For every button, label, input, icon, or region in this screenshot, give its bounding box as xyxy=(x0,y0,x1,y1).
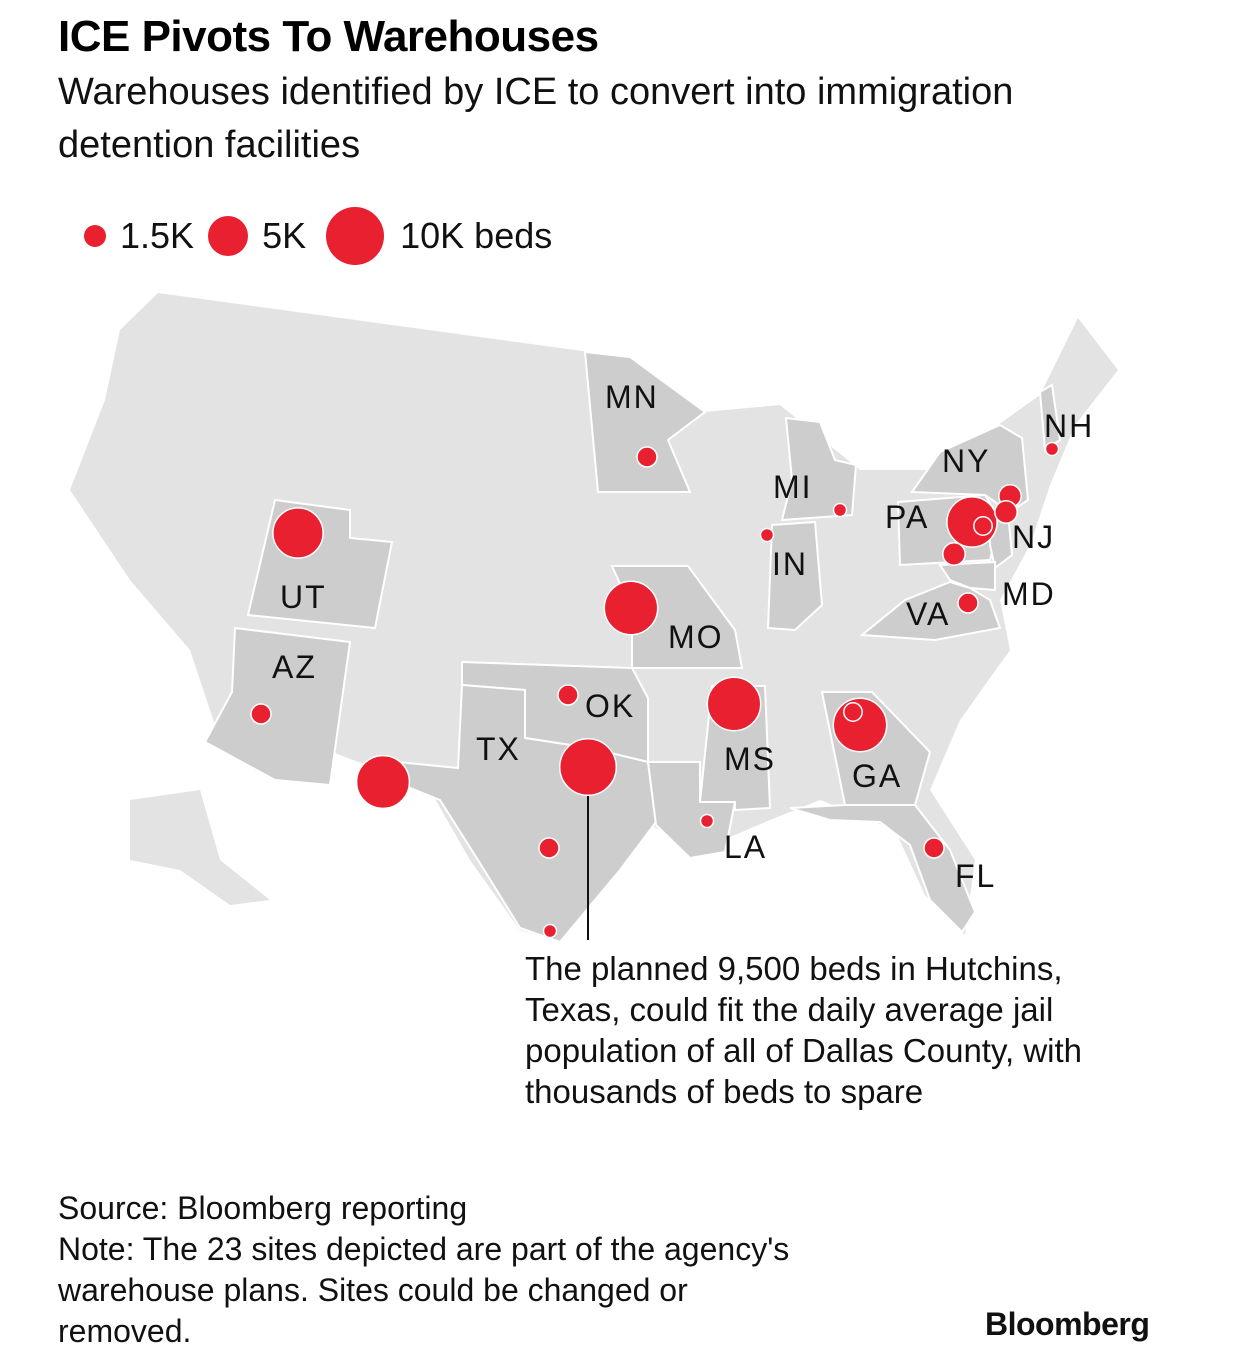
state-nh xyxy=(1038,383,1062,452)
state-shapes xyxy=(70,293,1118,944)
state-label-md: MD xyxy=(1002,576,1056,612)
note-line: Note: The 23 sites depicted are part of … xyxy=(58,1231,790,1349)
state-label-ut: UT xyxy=(280,579,327,615)
state-az xyxy=(203,626,352,787)
site-marker-ok-4 xyxy=(557,684,579,706)
state-md xyxy=(938,560,996,592)
state-label-ok: OK xyxy=(585,688,635,724)
chart-title: ICE Pivots To Warehouses xyxy=(58,12,599,61)
site-marker-pa-19 xyxy=(942,542,966,566)
island-shape xyxy=(130,790,270,905)
site-marker-tx-8 xyxy=(542,923,558,939)
site-marker-ms-9 xyxy=(706,676,762,732)
source-line: Source: Bloomberg reporting xyxy=(58,1190,468,1226)
legend-label-large: 10K beds xyxy=(400,215,553,256)
state-label-ny: NY xyxy=(942,443,990,479)
bloomberg-logo: Bloomberg xyxy=(985,1306,1150,1342)
site-marker-mn-0 xyxy=(636,446,658,468)
state-la xyxy=(646,761,737,860)
state-label-mn: MN xyxy=(605,379,659,415)
site-markers xyxy=(250,441,1060,939)
site-marker-mo-5 xyxy=(603,580,659,636)
chart-subtitle: Warehouses identified by ICE to convert … xyxy=(58,71,1014,166)
site-marker-tx-6 xyxy=(558,737,618,797)
hutchins-annotation: The planned 9,500 beds in Hutchins, Texa… xyxy=(525,950,1083,1110)
state-mn xyxy=(583,350,707,493)
state-label-la: LA xyxy=(724,829,767,865)
site-marker-ut-1 xyxy=(272,507,324,559)
state-label-mi: MI xyxy=(773,469,813,505)
legend: 1.5K 5K 10K beds xyxy=(84,204,552,268)
site-marker-in-15 xyxy=(759,527,775,543)
state-label-nj: NJ xyxy=(1012,519,1055,555)
site-marker-fl-13 xyxy=(923,837,945,859)
state-label-tx: TX xyxy=(476,731,521,767)
state-labels: MN NH NY MI PA NJ IN UT MD VA MO AZ OK T… xyxy=(272,379,1094,894)
state-label-ga: GA xyxy=(852,758,902,794)
legend-label-small: 1.5K xyxy=(120,215,195,256)
state-label-fl: FL xyxy=(955,858,996,894)
site-marker-tx-3 xyxy=(355,754,411,810)
state-label-va: VA xyxy=(906,596,950,632)
site-marker-az-2 xyxy=(250,703,272,725)
legend-marker-large xyxy=(326,207,385,265)
state-ny xyxy=(910,423,1030,514)
site-marker-ga-12 xyxy=(843,702,863,722)
state-fl xyxy=(789,804,977,934)
source-notes: Source: Bloomberg reporting Note: The 23… xyxy=(58,1188,818,1352)
state-in xyxy=(766,520,824,632)
state-label-pa: PA xyxy=(885,499,929,535)
us-map: MN NH NY MI PA NJ IN UT MD VA MO AZ OK T… xyxy=(70,293,1118,944)
site-marker-ny-18 xyxy=(994,500,1018,524)
state-label-nh: NH xyxy=(1044,408,1094,444)
legend-marker-medium xyxy=(208,216,249,256)
site-marker-mi-14 xyxy=(832,502,848,518)
state-label-mo: MO xyxy=(668,619,724,655)
legend-label-medium: 5K xyxy=(262,215,307,256)
site-marker-tx-7 xyxy=(538,837,560,859)
state-label-in: IN xyxy=(772,546,808,582)
site-marker-la-10 xyxy=(699,813,715,829)
site-marker-pa-22 xyxy=(973,516,993,536)
legend-marker-small xyxy=(84,225,106,247)
site-marker-nh-21 xyxy=(1044,441,1060,457)
state-mi xyxy=(780,416,858,522)
site-marker-va-20 xyxy=(957,592,979,614)
state-label-az: AZ xyxy=(272,649,317,685)
state-label-ms: MS xyxy=(724,741,776,777)
